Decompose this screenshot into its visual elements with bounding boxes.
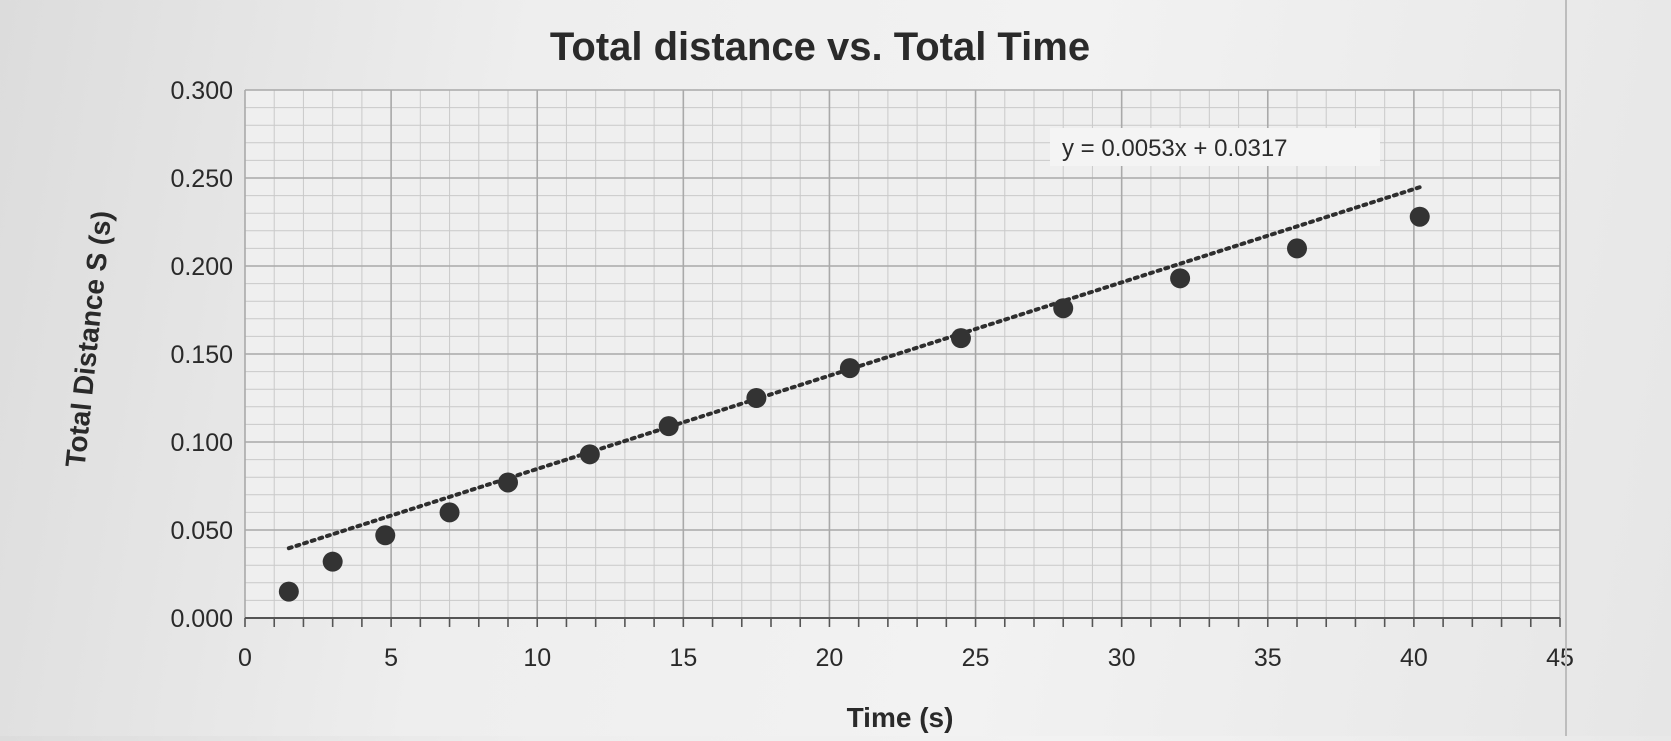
- x-tick-label: 35: [1254, 644, 1282, 672]
- data-point: [1409, 206, 1430, 227]
- y-tick-label: 0.300: [170, 77, 233, 105]
- y-tick-labels: 0.000 0.050 0.100 0.150 0.200 0.250 0.300: [170, 77, 233, 633]
- data-point: [746, 388, 767, 408]
- y-axis-label: Total Distance S (s): [60, 209, 118, 469]
- data-points: [278, 206, 1430, 602]
- y-tick-label: 0.150: [170, 341, 233, 369]
- y-tick-label: 0.250: [170, 165, 233, 193]
- data-point: [839, 358, 860, 379]
- x-tick-label: 30: [1108, 644, 1136, 672]
- data-point: [1287, 238, 1307, 259]
- data-point: [375, 525, 396, 546]
- data-point: [439, 502, 460, 523]
- y-tick-label: 0.050: [170, 517, 233, 545]
- equation-background: [1050, 128, 1380, 166]
- x-axis-label: Time (s): [847, 702, 954, 733]
- data-point: [950, 328, 971, 349]
- trendline-equation-box: y = 0.0053x + 0.0317: [1050, 128, 1380, 166]
- x-tick-label: 15: [669, 644, 697, 672]
- y-tick-label: 0.100: [170, 429, 233, 457]
- y-tick-label: 0.200: [170, 253, 233, 281]
- trendline-equation: y = 0.0053x + 0.0317: [1062, 135, 1288, 162]
- data-point: [579, 444, 600, 465]
- data-point: [1053, 298, 1074, 319]
- x-tick-labels: 0 5 10 15 20 25 30 35 40 45: [238, 644, 1574, 672]
- x-tick-label: 25: [962, 644, 990, 672]
- x-tick-label: 20: [816, 644, 844, 672]
- x-tick-label: 5: [384, 644, 398, 672]
- data-point: [322, 551, 343, 572]
- x-tick-label: 45: [1546, 644, 1574, 672]
- x-tick-label: 40: [1400, 644, 1428, 672]
- data-point: [1170, 268, 1191, 289]
- chart-title: Total distance vs. Total Time: [550, 25, 1090, 69]
- data-point: [498, 472, 518, 493]
- x-axis: [244, 617, 1561, 627]
- page-edge: [1565, 0, 1567, 736]
- y-tick-label: 0.000: [170, 605, 233, 633]
- data-point: [278, 581, 299, 602]
- data-point: [658, 416, 679, 437]
- x-tick-label: 10: [523, 644, 551, 672]
- x-tick-label: 0: [238, 644, 252, 672]
